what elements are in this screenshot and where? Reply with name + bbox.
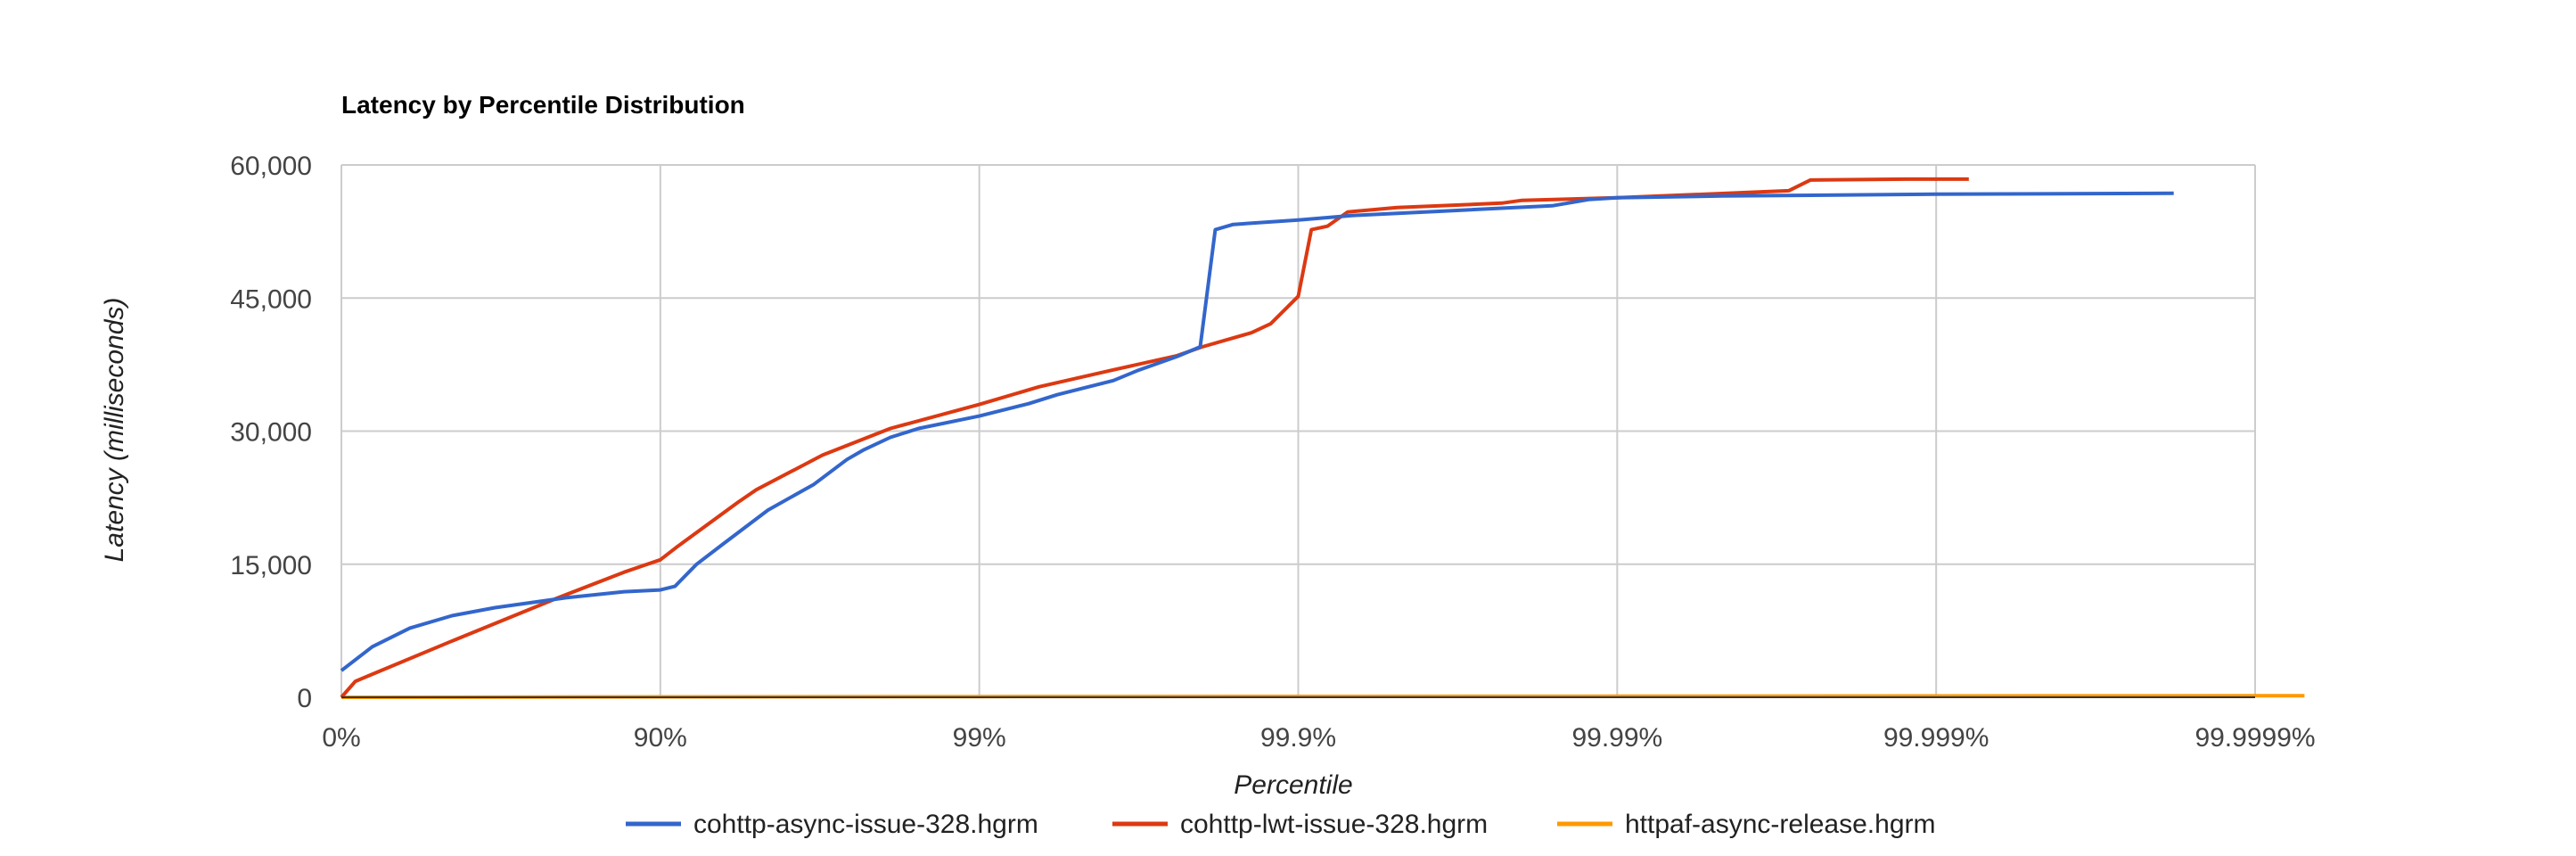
legend-label: cohttp-async-issue-328.hgrm — [693, 810, 1038, 839]
legend-item: cohttp-lwt-issue-328.hgrm — [1112, 810, 1488, 839]
y-axis-title: Latency (milliseconds) — [100, 298, 129, 563]
x-tick-label: 99.9999% — [2195, 723, 2315, 753]
series-line-cohttp-async-issue-328 — [340, 191, 2174, 672]
x-axis-title: Percentile — [1234, 770, 1352, 800]
legend: cohttp-async-issue-328.hgrm cohttp-lwt-is… — [626, 810, 1936, 839]
y-tick-label: 60,000 — [230, 152, 312, 181]
x-tick-label: 0% — [322, 723, 360, 753]
legend-item: cohttp-async-issue-328.hgrm — [626, 810, 1038, 839]
y-tick-label: 15,000 — [230, 551, 312, 580]
x-tick-label: 90% — [634, 723, 687, 753]
y-axis-ticks: 0 15,000 30,000 45,000 60,000 — [230, 152, 312, 713]
gridlines — [340, 164, 2256, 698]
legend-item: httpaf-async-release.hgrm — [1557, 810, 1936, 839]
y-tick-label: 30,000 — [230, 418, 312, 448]
series-lines — [340, 177, 2305, 699]
x-tick-label: 99.9% — [1260, 723, 1336, 753]
y-tick-label: 45,000 — [230, 284, 312, 314]
y-tick-label: 0 — [297, 684, 312, 713]
chart-title: Latency by Percentile Distribution — [341, 91, 745, 119]
x-tick-label: 99.99% — [1571, 723, 1662, 753]
series-line-cohttp-lwt-issue-328 — [340, 177, 1969, 699]
x-tick-label: 99% — [953, 723, 1006, 753]
legend-label: httpaf-async-release.hgrm — [1625, 810, 1936, 839]
legend-label: cohttp-lwt-issue-328.hgrm — [1180, 810, 1488, 839]
x-axis-ticks: 0% 90% 99% 99.9% 99.99% 99.999% 99.9999% — [322, 723, 2315, 753]
x-tick-label: 99.999% — [1883, 723, 1989, 753]
